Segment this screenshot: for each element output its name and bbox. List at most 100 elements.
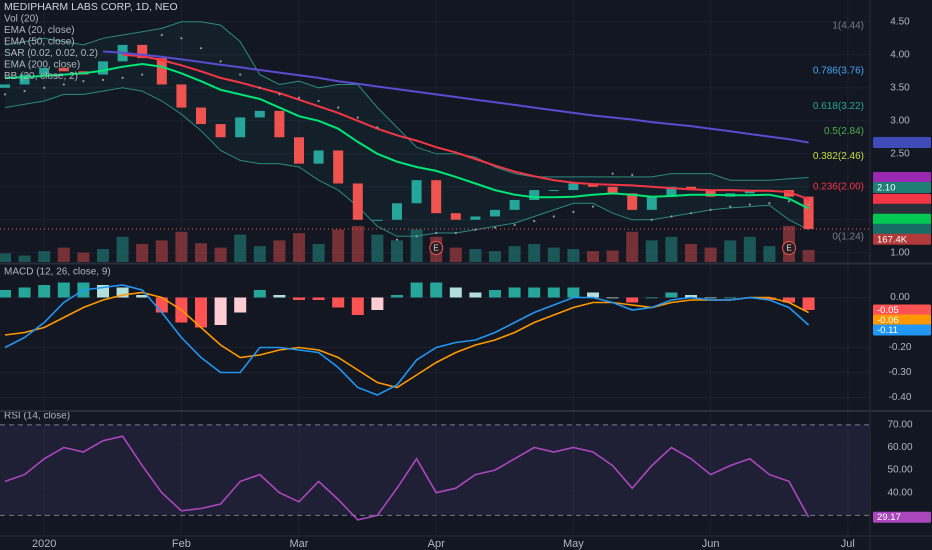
sar-dot: [317, 99, 320, 103]
legend-entry: EMA (20, close): [4, 25, 75, 36]
bb-fill: [5, 21, 809, 237]
macd-histogram-bar: [293, 297, 305, 300]
y-tick-label: 60.00: [887, 442, 912, 453]
candle: [176, 84, 187, 108]
volume-bar: [391, 240, 403, 262]
candle: [254, 110, 265, 118]
volume-bar: [175, 231, 188, 262]
macd-histogram-bar: [214, 297, 227, 325]
candle: [431, 180, 442, 214]
volume-bar: [195, 243, 207, 262]
volume-bar: [97, 249, 109, 262]
macd-histogram-bar: [626, 297, 639, 303]
candle: [744, 190, 755, 194]
macd-histogram-bar: [253, 290, 266, 298]
sar-dot: [297, 96, 301, 99]
x-tick-label: Jun: [702, 538, 720, 550]
sar-dot: [337, 106, 340, 109]
macd-histogram-bar: [449, 287, 462, 298]
y-tick-label: 3.50: [890, 82, 910, 93]
candle: [666, 186, 677, 197]
volume-bar: [116, 236, 129, 262]
macd-histogram-bar: [489, 290, 501, 298]
volume-bar: [0, 253, 11, 262]
chart-title: MEDIPHARM LABS CORP, 1D, NEO: [4, 1, 178, 13]
y-tick-label: 2.50: [890, 148, 910, 159]
sar-dot: [23, 89, 26, 93]
sar-dot: [43, 86, 46, 89]
fib-label: 0.236(2.00): [813, 181, 864, 192]
earnings-label: E: [786, 244, 791, 253]
macd-histogram-bar: [724, 297, 737, 299]
volume-bar: [155, 240, 168, 262]
sar-dot: [807, 203, 810, 206]
volume-bar: [685, 244, 697, 262]
fib-label: 0.618(3.22): [813, 101, 864, 112]
candle: [705, 190, 716, 197]
sar-dot: [141, 73, 144, 76]
macd-line: [4, 291, 809, 389]
sar-dot: [435, 231, 438, 235]
macd-tag: -0.05: [877, 305, 899, 316]
sar-dot: [121, 76, 124, 79]
candle: [372, 219, 383, 221]
candle: [490, 209, 500, 217]
sar-dot: [748, 203, 751, 206]
panel-title: MACD (12, 26, close, 9): [4, 267, 111, 278]
y-tick-label: 40.00: [887, 487, 912, 498]
volume-bar: [567, 249, 580, 262]
sar-dot: [395, 238, 399, 241]
sar-dot: [533, 219, 536, 223]
volume-bar: [410, 229, 423, 262]
candle: [568, 183, 579, 191]
sar-dot: [513, 223, 516, 227]
volume-bar: [547, 247, 560, 262]
macd-histogram-bar: [606, 297, 619, 299]
volume-bar: [724, 240, 737, 262]
macd-histogram-bar: [508, 287, 521, 298]
volume-tag-bg: [873, 233, 931, 245]
y-tick-label: 3.00: [890, 115, 910, 126]
macd-histogram-bar: [469, 292, 482, 298]
volume-bar: [626, 231, 639, 262]
macd-tag-bg: [873, 304, 931, 316]
candle: [470, 216, 481, 220]
candle: [294, 137, 304, 164]
candle: [529, 190, 540, 200]
y-tick-label: 4.50: [890, 16, 910, 27]
volume-bar: [57, 247, 70, 262]
macd-histogram-bar: [430, 282, 443, 298]
macd-histogram-bar: [763, 297, 776, 300]
macd-tag: -0.11: [877, 325, 898, 336]
x-tick-label: Jul: [841, 538, 855, 550]
candle: [274, 110, 285, 138]
candle: [352, 183, 363, 220]
macd-histogram-bar: [332, 297, 345, 308]
ema-line: [4, 62, 810, 210]
rsi-tag: 29.17: [877, 512, 901, 523]
sar-dot: [493, 226, 497, 229]
volume-bar: [77, 252, 90, 262]
macd-histogram-bar: [57, 282, 70, 298]
fib-label: 0(1.24): [832, 232, 864, 243]
earnings-marker: [429, 241, 444, 255]
sar-dot: [591, 205, 595, 208]
y-tick-label: -0.40: [889, 392, 912, 403]
legend-entry: Vol (20): [4, 14, 38, 25]
candle: [784, 190, 794, 197]
macd-histogram-bar: [802, 297, 815, 310]
volume-bar: [38, 251, 51, 262]
sar-dot: [199, 47, 203, 50]
y-tick-label: -0.20: [889, 342, 912, 353]
candle: [627, 193, 638, 210]
earnings-marker: [782, 241, 796, 255]
macd-histogram-bar: [567, 287, 580, 298]
price-tag-bg: [873, 223, 931, 235]
legend-entry: EMA (50, close): [4, 37, 75, 48]
sar-dot: [709, 208, 712, 211]
candle: [58, 67, 69, 72]
candle: [196, 107, 206, 125]
sar-dot: [180, 37, 183, 40]
volume-bar: [743, 236, 756, 262]
sar-dot: [278, 93, 281, 96]
